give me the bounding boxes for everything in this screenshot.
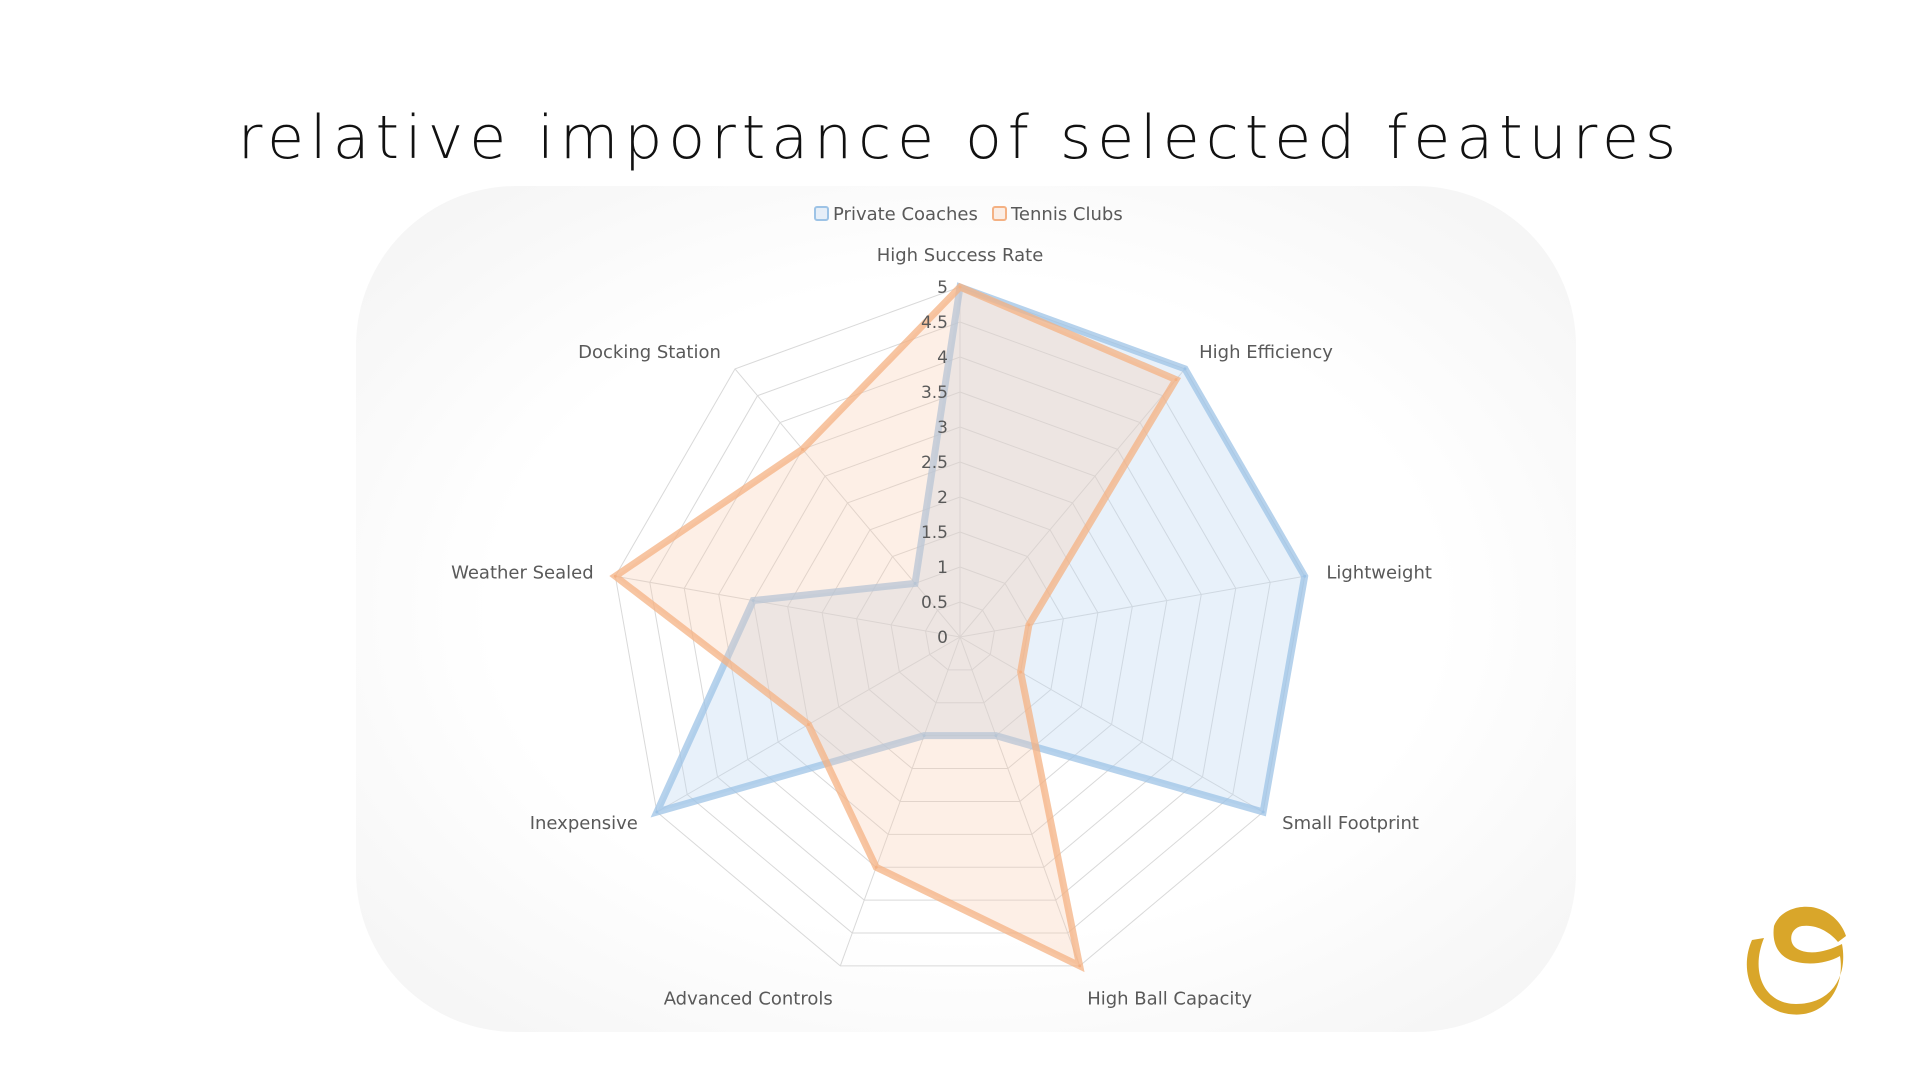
grid-ring xyxy=(890,566,1030,704)
grid-spoke xyxy=(959,636,1264,813)
grid-spoke xyxy=(959,575,1305,638)
series-0-point xyxy=(751,599,755,603)
category-label: Small Footprint xyxy=(1282,813,1419,834)
series-0-area xyxy=(650,282,1309,818)
series-1-point xyxy=(613,574,617,578)
tick-label: 2 xyxy=(937,488,948,508)
chart-panel xyxy=(356,186,1576,1032)
brand-logo-icon xyxy=(1746,906,1846,1015)
tick-label: 3.5 xyxy=(921,383,948,403)
legend-label: Tennis Clubs xyxy=(1010,204,1123,225)
logo-mark xyxy=(1746,906,1846,1015)
series-1-point xyxy=(1027,623,1031,627)
series-1-point xyxy=(1174,378,1178,382)
series-0-point xyxy=(922,734,926,738)
series-0-point xyxy=(913,581,917,585)
series-0-point xyxy=(1303,574,1307,578)
grid-ring xyxy=(649,321,1271,934)
series-1-point xyxy=(801,447,805,451)
grid-ring xyxy=(925,601,995,671)
category-label: Weather Sealed xyxy=(451,562,594,583)
series-1-point xyxy=(806,723,810,726)
tick-label: 5 xyxy=(937,278,948,298)
tick-label: 0 xyxy=(937,628,948,648)
tick-label: 1.5 xyxy=(921,523,948,543)
grid-ring xyxy=(718,391,1202,868)
series-1-point xyxy=(874,865,878,869)
tick-label: 3 xyxy=(937,418,948,438)
category-label: High Success Rate xyxy=(877,245,1044,266)
category-label: Inexpensive xyxy=(530,813,638,834)
category-label: Docking Station xyxy=(578,342,721,363)
tick-label: 0.5 xyxy=(921,593,948,613)
grid-spoke xyxy=(615,575,961,638)
series-1-point xyxy=(1019,670,1023,674)
legend-swatch xyxy=(814,206,829,221)
grid-ring xyxy=(787,461,1133,802)
series-1-point xyxy=(1078,964,1082,968)
series-1-point xyxy=(958,285,962,289)
tick-label: 4.5 xyxy=(921,313,948,333)
grid-ring xyxy=(683,356,1237,901)
tick-label: 1 xyxy=(937,558,948,578)
grid-spoke xyxy=(734,368,961,638)
series-0-point xyxy=(994,734,998,738)
category-label: Advanced Controls xyxy=(664,989,833,1010)
tick-label: 4 xyxy=(937,348,948,368)
series-0-point xyxy=(1261,810,1265,814)
chart-legend: Private Coaches Tennis Clubs xyxy=(814,204,1123,225)
series-0-point xyxy=(1183,367,1187,371)
radar-series xyxy=(609,282,1309,973)
grid-spoke xyxy=(839,636,961,967)
category-label: High Efficiency xyxy=(1199,342,1333,363)
page-title: relative importance of selected features xyxy=(237,103,1683,173)
category-axis-labels: High Success Rate High Efficiency Lightwei… xyxy=(451,245,1432,1010)
grid-spoke xyxy=(959,368,1186,638)
category-label: High Ball Capacity xyxy=(1087,989,1252,1010)
grid-ring xyxy=(752,426,1168,835)
grid-spoke xyxy=(959,636,1081,967)
grid-ring xyxy=(821,496,1099,770)
series-0-point xyxy=(655,810,659,814)
tick-label: 2.5 xyxy=(921,453,948,473)
radar-grid xyxy=(614,286,1306,967)
legend-swatch xyxy=(992,206,1007,221)
category-label: Lightweight xyxy=(1326,562,1432,583)
series-1-area xyxy=(609,282,1182,973)
radial-axis-ticks: 0 0.5 1 1.5 2 2.5 3 3.5 4 4.5 5 xyxy=(921,278,948,648)
legend-label: Private Coaches xyxy=(833,204,978,225)
